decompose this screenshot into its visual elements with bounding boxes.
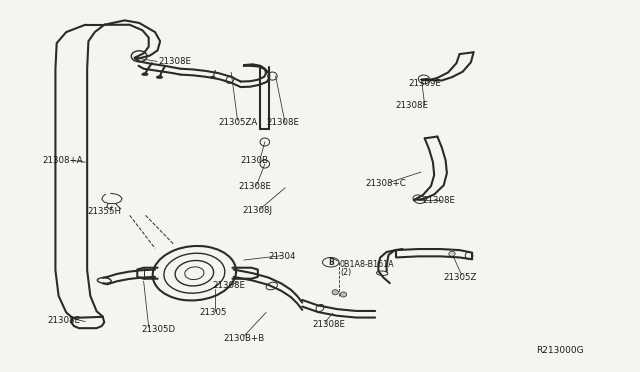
Text: 0B1A8-B161A: 0B1A8-B161A xyxy=(339,260,394,269)
Text: 21308+A: 21308+A xyxy=(42,156,83,165)
Text: 21305ZA: 21305ZA xyxy=(218,118,258,128)
Text: 21308E: 21308E xyxy=(47,316,80,325)
Text: 21304: 21304 xyxy=(268,252,296,261)
Text: (2): (2) xyxy=(340,268,351,278)
Text: 2130B+B: 2130B+B xyxy=(223,334,265,343)
Text: 21308E: 21308E xyxy=(158,57,191,66)
Text: 21308E: 21308E xyxy=(239,182,272,191)
Text: 21308J: 21308J xyxy=(243,206,273,215)
Text: 21309E: 21309E xyxy=(409,79,442,88)
Text: 21308E: 21308E xyxy=(423,196,456,205)
Text: 21355H: 21355H xyxy=(87,207,121,216)
Text: 21308E: 21308E xyxy=(212,281,245,290)
Ellipse shape xyxy=(340,292,347,297)
Text: B: B xyxy=(328,258,333,267)
Text: 21305Z: 21305Z xyxy=(444,273,477,282)
Text: 21305: 21305 xyxy=(200,308,227,317)
Text: 21308E: 21308E xyxy=(266,118,299,128)
Text: 21308E: 21308E xyxy=(312,320,346,329)
Ellipse shape xyxy=(211,76,215,78)
Ellipse shape xyxy=(141,73,148,76)
Ellipse shape xyxy=(332,290,339,295)
Ellipse shape xyxy=(156,76,163,78)
Text: 21308+C: 21308+C xyxy=(365,179,406,187)
Text: R213000G: R213000G xyxy=(536,346,583,355)
Ellipse shape xyxy=(449,251,455,256)
Text: 2130B: 2130B xyxy=(241,156,269,165)
Text: 21308E: 21308E xyxy=(395,101,428,110)
Text: 21305D: 21305D xyxy=(141,325,175,334)
